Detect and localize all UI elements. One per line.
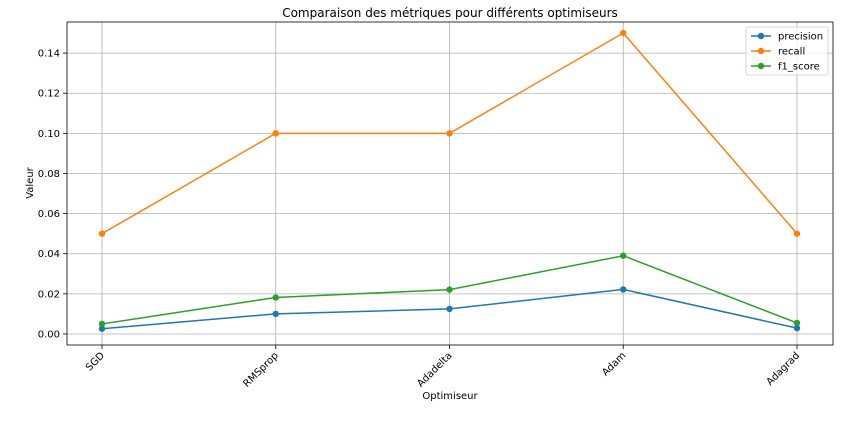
data-point-precision xyxy=(98,325,106,332)
data-point-recall xyxy=(793,230,801,237)
y-axis-title: Valeur xyxy=(25,166,36,198)
legend-item-precision: precision xyxy=(751,32,823,43)
y-tick-label: 0.10 xyxy=(38,129,60,140)
data-point-precision xyxy=(793,324,801,332)
chart-title: Comparaison des métriques pour différent… xyxy=(282,6,618,20)
data-point-recall xyxy=(446,130,453,137)
data-point-f1_score xyxy=(446,286,453,293)
data-point-f1_score xyxy=(98,320,106,328)
data-point-f1_score xyxy=(272,294,279,301)
legend-marker xyxy=(757,32,765,40)
series-recall xyxy=(98,29,801,237)
plot-area xyxy=(66,21,834,346)
legend-label: recall xyxy=(778,47,805,58)
data-point-f1_score xyxy=(793,319,801,327)
series-layer xyxy=(98,29,801,332)
legend-label: precision xyxy=(778,32,823,43)
y-tick-label: 0.02 xyxy=(38,289,60,300)
data-point-recall xyxy=(272,130,279,137)
x-tick-label: Adam xyxy=(600,350,628,378)
y-tick-label: 0.06 xyxy=(38,209,60,220)
data-point-precision xyxy=(446,305,453,313)
x-tick-label: Adagrad xyxy=(765,350,803,388)
x-tick-label: SGD xyxy=(84,350,107,373)
series-precision xyxy=(98,286,801,332)
y-tick-label: 0.08 xyxy=(38,169,60,180)
data-point-recall xyxy=(620,29,627,37)
data-point-f1_score xyxy=(620,252,627,259)
legend-marker xyxy=(757,62,765,70)
y-tick-label: 0.14 xyxy=(38,49,60,60)
x-tick-label: Adadelta xyxy=(415,350,454,389)
series-f1_score xyxy=(98,252,801,328)
legend-item-recall: recall xyxy=(751,47,805,58)
grid xyxy=(67,22,833,345)
x-tick-label: RMSprop xyxy=(242,350,281,389)
y-tick-label: 0.04 xyxy=(38,249,60,260)
legend: precision recall f1_score xyxy=(745,26,829,76)
legend-label: f1_score xyxy=(778,62,820,73)
axes: 0.00 0.02 0.04 0.06 0.08 0.10 0.12 0.14 SGD RMSpr… xyxy=(38,49,802,390)
data-point-recall xyxy=(98,230,106,237)
y-tick-label: 0.00 xyxy=(38,329,60,340)
x-axis-title: Optimiseur xyxy=(422,391,478,402)
legend-marker xyxy=(757,47,765,55)
legend-item-f1_score: f1_score xyxy=(751,62,820,73)
data-point-precision xyxy=(272,310,279,318)
y-tick-label: 0.12 xyxy=(38,89,60,100)
data-point-precision xyxy=(620,286,627,293)
legend-box xyxy=(745,26,829,76)
